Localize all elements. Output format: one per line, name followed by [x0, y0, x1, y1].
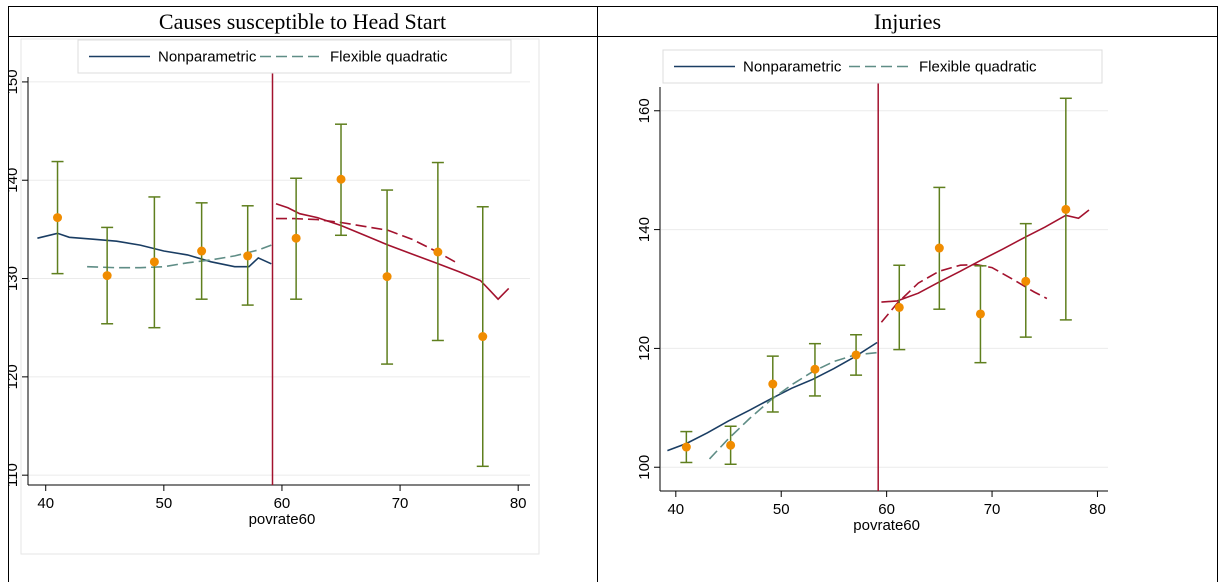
x-tick-label: 40	[667, 501, 684, 518]
data-point	[934, 243, 944, 253]
flexible-quadratic-line-right	[276, 217, 458, 264]
y-tick-label: 140	[9, 168, 21, 193]
y-tick-label: 150	[9, 69, 21, 94]
data-point	[149, 257, 159, 267]
x-tick-label: 70	[392, 495, 409, 512]
x-tick-label: 40	[37, 495, 54, 512]
x-tick-label: 50	[155, 495, 172, 512]
data-point	[975, 309, 985, 319]
y-tick-label: 140	[636, 217, 653, 242]
legend-label-nonparametric: Nonparametric	[158, 49, 257, 66]
x-tick-label: 80	[1089, 501, 1106, 518]
nonparametric-line-right	[881, 209, 1090, 303]
x-axis-title: povrate60	[853, 517, 920, 534]
legend-label-flexible-quadratic: Flexible quadratic	[919, 59, 1037, 76]
y-tick-label: 130	[9, 266, 21, 291]
data-point	[726, 440, 736, 450]
data-point	[681, 442, 691, 452]
data-point	[768, 379, 778, 389]
data-point	[1021, 276, 1031, 286]
y-tick-label: 160	[636, 98, 653, 123]
data-point	[197, 246, 207, 256]
legend-label-flexible-quadratic: Flexible quadratic	[330, 49, 448, 66]
nonparametric-line-left	[667, 341, 878, 452]
y-tick-label: 120	[9, 364, 21, 389]
data-point	[243, 251, 253, 261]
y-tick-label: 110	[9, 463, 21, 487]
data-point	[433, 247, 443, 257]
data-point	[382, 272, 392, 282]
data-point	[1061, 204, 1071, 214]
x-tick-label: 70	[984, 501, 1001, 518]
table-border-right	[1217, 6, 1218, 582]
data-point	[53, 213, 63, 223]
data-point	[478, 332, 488, 342]
data-point	[810, 364, 820, 374]
flexible-quadratic-line-left	[708, 351, 878, 460]
flexible-quadratic-line-left	[87, 244, 272, 269]
nonparametric-line-right	[275, 203, 510, 301]
x-tick-label: 80	[510, 495, 527, 512]
x-tick-label: 60	[274, 495, 291, 512]
panel-title-right: Injuries	[597, 6, 1218, 37]
chart-right: 100 120 140 160 40 50 60 70 80 povrate60 Nonparame…	[636, 49, 1108, 534]
nonparametric-line-left	[37, 232, 272, 268]
chart-left: 110 120 130 140 150 40 50 60 70 80 povrate60 Nonpar…	[9, 38, 540, 555]
y-tick-label: 100	[636, 455, 653, 480]
legend-label-nonparametric: Nonparametric	[743, 59, 842, 76]
data-point	[102, 271, 112, 281]
y-tick-label: 120	[636, 336, 653, 361]
x-axis-title: povrate60	[249, 511, 316, 528]
data-point	[336, 174, 346, 184]
data-point	[291, 233, 301, 243]
x-tick-label: 50	[773, 501, 790, 518]
graph-region-frame	[20, 38, 540, 555]
table-border-middle	[597, 6, 598, 582]
flexible-quadratic-line-right	[880, 263, 1048, 323]
x-tick-label: 60	[878, 501, 895, 518]
data-point	[851, 350, 861, 360]
panel-title-left: Causes susceptible to Head Start	[8, 6, 597, 37]
data-point	[894, 302, 904, 312]
table-border-left	[8, 6, 9, 582]
